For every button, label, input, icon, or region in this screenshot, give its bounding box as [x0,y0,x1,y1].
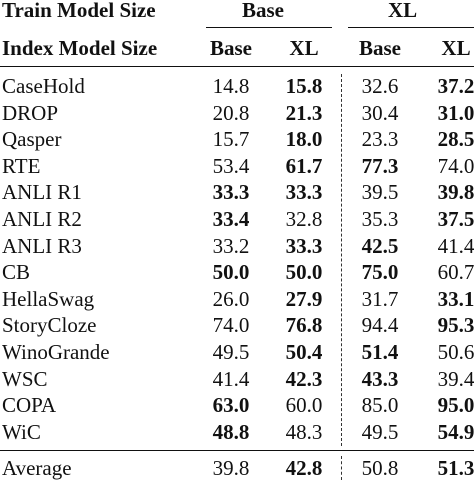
header-rule [0,66,474,67]
table-cell: 41.4 [437,234,474,258]
table-cell: 50.0 [212,260,250,284]
table-cell: 50.8 [361,456,399,480]
table-cell: 35.3 [361,207,399,231]
table-cell: 74.0 [437,154,474,178]
table-cell: 95.3 [437,313,474,337]
table-cell: 15.7 [212,127,250,151]
row-label: ANLI R2 [2,207,82,231]
table-cell: 60.7 [437,260,474,284]
table-cell: 32.6 [361,74,399,98]
table-cell: 33.3 [212,180,250,204]
row-label: WinoGrande [2,340,110,364]
table-cell: 42.5 [361,234,399,258]
table-cell: 50.4 [285,340,323,364]
column-divider [341,74,342,446]
table-cell: 41.4 [212,367,250,391]
table-cell: 60.0 [285,393,323,417]
table-cell: 54.9 [437,420,474,444]
table-cell: 39.4 [437,367,474,391]
table-cell: 37.5 [437,207,474,231]
row-label: StoryCloze [2,313,97,337]
table-cell: 53.4 [212,154,250,178]
table-cell: 51.4 [361,340,399,364]
table-cell: 42.3 [285,367,323,391]
table-cell: 94.4 [361,313,399,337]
table-cell: 50.6 [437,340,474,364]
row-label: Average [2,456,72,480]
row-label: RTE [2,154,41,178]
row-label: DROP [2,101,59,125]
table-cell: 33.3 [285,180,323,204]
table-cell: 74.0 [212,313,250,337]
table-cell: 21.3 [285,101,323,125]
row-label: ANLI R3 [2,234,82,258]
row-label: WiC [2,420,41,444]
column-divider-average [341,456,342,480]
row-label: COPA [2,393,57,417]
table-cell: 39.8 [437,180,474,204]
table-cell: 39.5 [361,180,399,204]
table-cell: 31.0 [437,101,474,125]
index-model-size-label: Index Model Size [2,36,158,60]
table-cell: 85.0 [361,393,399,417]
group-rule-xl [348,27,474,28]
table-cell: 77.3 [361,154,399,178]
row-label: ANLI R1 [2,180,82,204]
row-label: HellaSwag [2,287,95,311]
group-rule-base [206,27,332,28]
table-cell: 37.2 [437,74,474,98]
subcol-header-xl-xl: XL [441,36,471,60]
table-cell: 23.3 [361,127,399,151]
table-cell: 95.0 [437,393,474,417]
table-cell: 18.0 [285,127,323,151]
table-cell: 14.8 [212,74,250,98]
table-cell: 39.8 [212,456,250,480]
table-cell: 33.3 [285,234,323,258]
table-cell: 28.5 [437,127,474,151]
row-label: WSC [2,367,48,391]
train-model-size-label: Train Model Size [2,0,156,22]
table-cell: 33.4 [212,207,250,231]
table-cell: 48.3 [285,420,323,444]
table-cell: 43.3 [361,367,399,391]
table-cell: 49.5 [212,340,250,364]
table-cell: 20.8 [212,101,250,125]
row-label: CB [2,260,31,284]
group-header-base: Base [242,0,284,22]
table-cell: 26.0 [212,287,250,311]
table-cell: 33.2 [212,234,250,258]
row-label: CaseHold [2,74,85,98]
subcol-header-base-base: Base [210,36,252,60]
average-rule [0,450,474,451]
table-cell: 51.3 [437,456,474,480]
table-cell: 32.8 [285,207,323,231]
table-cell: 48.8 [212,420,250,444]
table-cell: 15.8 [285,74,323,98]
table-cell: 61.7 [285,154,323,178]
table-cell: 27.9 [285,287,323,311]
table-cell: 30.4 [361,101,399,125]
row-label: Qasper [2,127,62,151]
table-cell: 50.0 [285,260,323,284]
subcol-header-base-xl: XL [289,36,319,60]
group-header-xl: XL [388,0,418,22]
subcol-header-xl-base: Base [359,36,401,60]
table-cell: 33.1 [437,287,474,311]
table-cell: 49.5 [361,420,399,444]
table-cell: 75.0 [361,260,399,284]
table-cell: 31.7 [361,287,399,311]
table-cell: 42.8 [285,456,323,480]
table-cell: 63.0 [212,393,250,417]
table-cell: 76.8 [285,313,323,337]
